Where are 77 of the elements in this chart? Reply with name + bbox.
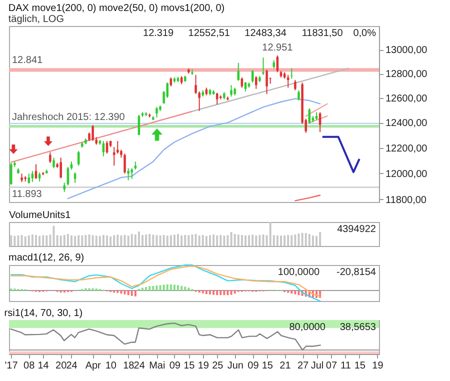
x-tick-label: Jul [310, 360, 324, 372]
y-tick-label: 12600,00 [386, 93, 428, 104]
candlestick [294, 80, 296, 91]
candlestick [10, 162, 12, 186]
candlestick [194, 74, 197, 95]
candlestick [34, 164, 38, 180]
candlestick [266, 69, 268, 95]
y-tick-label: 13000,00 [386, 45, 428, 56]
ref-line-label: 11.893 [12, 189, 42, 200]
x-tick-label: 20 [56, 360, 68, 372]
x-tick-label: 24 [134, 360, 146, 372]
candlestick [49, 152, 52, 164]
y-tick-label: 12800,00 [386, 69, 428, 80]
candlestick [124, 153, 126, 174]
y-tick-label: 12200,00 [386, 143, 428, 154]
candlestick [240, 76, 244, 88]
x-tick-label: 25 [212, 360, 224, 372]
x-tick-label: '17 [4, 360, 18, 372]
candlestick [31, 170, 34, 183]
y-tick-label: 11800,00 [386, 194, 427, 206]
x-tick-label: 19 [372, 360, 384, 372]
candlestick [156, 106, 158, 118]
candlestick [130, 168, 133, 180]
chart-title: rsi1(14, 70, 30, 1) [4, 308, 83, 319]
candlestick [244, 82, 247, 92]
x-tick-label: 27 [297, 360, 310, 372]
candlestick [216, 92, 218, 105]
x-tick-label: 08 [24, 360, 36, 372]
annotation: 11831,50 [302, 28, 344, 39]
chart-title: VolumeUnits1 [9, 210, 72, 221]
x-tick-label: 19 [198, 360, 210, 372]
annotation: 4394922 [337, 224, 376, 235]
annotation: 12.951 [262, 42, 294, 54]
annotation: -20,8154 [336, 267, 376, 278]
x-tick-label: Apr [85, 360, 102, 372]
annotation: 0,0% [353, 28, 376, 39]
annotation: 100,0000 [278, 267, 320, 278]
chart-subtitle: täglich, LOG [8, 14, 64, 25]
candlestick [63, 182, 66, 192]
candlestick [74, 172, 76, 184]
y-tick-label: 12000,00 [386, 168, 428, 180]
annotation: 80,0000 [289, 322, 326, 333]
candlestick [237, 62, 240, 82]
x-tick-label: 24 [66, 360, 78, 372]
x-tick-label: Mai [149, 360, 166, 372]
x-tick-label: 18 [123, 360, 135, 372]
candlestick [230, 84, 232, 98]
candlestick [52, 157, 55, 169]
candlestick [60, 157, 62, 179]
chart-title: macd1(12, 26, 9) [8, 252, 84, 264]
annotation: 12552,51 [188, 28, 230, 39]
candlestick [298, 90, 300, 102]
chart-title: DAX move1(200, 0) move2(50, 0) movs1(200, 0) [8, 3, 225, 14]
x-tick-label: Jun [227, 360, 244, 372]
candlestick [38, 172, 41, 182]
y-tick-label: 12400,00 [386, 118, 428, 130]
candlestick [116, 140, 119, 154]
x-tick-label: 14 [38, 360, 50, 372]
annotation: 12.319 [143, 28, 174, 39]
candlestick [28, 173, 30, 184]
x-tick-label: 09 [169, 360, 181, 372]
candlestick [92, 124, 94, 142]
candlestick [290, 68, 293, 80]
annotation: 12483,34 [244, 28, 287, 39]
x-tick-label: 09 [248, 360, 260, 372]
band-label: 12.841 [12, 55, 44, 66]
x-tick-label: 15 [184, 360, 196, 372]
annotation: 38,5653 [340, 322, 376, 333]
candlestick [255, 76, 258, 90]
candlestick [127, 168, 130, 181]
x-tick-label: 15 [354, 360, 366, 372]
band-label: Jahreshoch 2015: 12.390 [12, 112, 126, 124]
x-tick-label: 10 [105, 360, 117, 372]
x-tick-label: 15 [262, 360, 274, 372]
x-tick-label: 11 [340, 360, 352, 372]
x-tick-label: 21 [280, 360, 292, 372]
x-tick-label: 07 [326, 360, 338, 372]
